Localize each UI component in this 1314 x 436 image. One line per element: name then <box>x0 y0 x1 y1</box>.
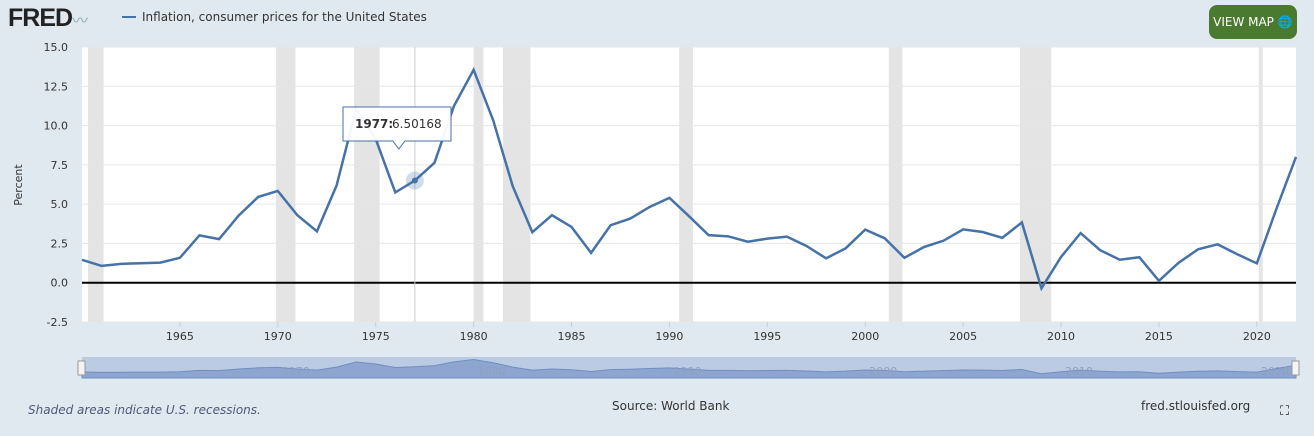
x-tick-label: 1965 <box>166 330 194 343</box>
x-tick-label: 1980 <box>460 330 488 343</box>
x-tick-label: 2000 <box>851 330 879 343</box>
series-legend[interactable]: Inflation, consumer prices for the Unite… <box>122 10 427 24</box>
recession-note: Shaded areas indicate U.S. recessions. <box>28 403 261 417</box>
navigator-tick-label: 1990 <box>673 365 701 378</box>
navigator-tick-label: 2020 <box>1261 365 1289 378</box>
y-tick-label: 15.0 <box>44 41 69 54</box>
navigator-handle[interactable] <box>1291 360 1300 376</box>
chart-logo-icon: 〰 <box>72 13 88 30</box>
x-tick-label: 1985 <box>558 330 586 343</box>
x-tick-label: 1975 <box>362 330 390 343</box>
navigator-handle[interactable] <box>77 360 86 376</box>
y-tick-label: 2.5 <box>51 237 69 250</box>
y-tick-label: 0.0 <box>51 277 69 290</box>
recession-band <box>888 47 903 322</box>
y-tick-label: 7.5 <box>51 159 69 172</box>
fred-logo[interactable]: FRED〰 <box>8 4 88 33</box>
y-tick-label: -2.5 <box>47 316 68 329</box>
x-tick-label: 2005 <box>949 330 977 343</box>
x-tick-label: 2015 <box>1145 330 1173 343</box>
x-tick-label: 2010 <box>1047 330 1075 343</box>
navigator-series <box>81 358 1297 379</box>
navigator-tick-label: 1970 <box>282 365 310 378</box>
recession-band <box>502 47 531 322</box>
recession-band <box>1258 47 1263 322</box>
navigator-tick-label: 2000 <box>869 365 897 378</box>
navigator-tick-label: 1980 <box>478 365 506 378</box>
view-map-button[interactable]: VIEW MAP 🌐 <box>1209 5 1297 39</box>
legend-swatch <box>122 16 136 18</box>
fullscreen-icon[interactable]: ⛶ <box>1280 404 1290 419</box>
y-tick-label: 5.0 <box>51 198 69 211</box>
site-link[interactable]: fred.stlouisfed.org <box>1141 399 1251 413</box>
globe-icon: 🌐 <box>1277 15 1293 29</box>
x-tick-label: 1990 <box>655 330 683 343</box>
series-line <box>81 66 1298 292</box>
legend-label: Inflation, consumer prices for the Unite… <box>142 10 427 24</box>
recession-band <box>354 47 380 322</box>
x-tick-label: 1970 <box>264 330 292 343</box>
x-tick-label: 2020 <box>1243 330 1271 343</box>
x-tick-label: 1995 <box>753 330 781 343</box>
logo-text: FRED <box>8 4 73 32</box>
tooltip-year: 1977: <box>355 117 393 131</box>
tooltip-value: 6.50168 <box>392 117 442 131</box>
source-text: Source: World Bank <box>612 399 730 413</box>
hover-point <box>411 177 418 184</box>
recession-band <box>87 47 104 322</box>
recession-band <box>679 47 693 322</box>
recession-band <box>1019 47 1052 322</box>
tooltip-box <box>342 106 452 150</box>
y-axis-label: Percent <box>12 164 25 206</box>
navigator-tick-label: 2010 <box>1065 365 1093 378</box>
recession-band <box>275 47 296 322</box>
y-tick-label: 10.0 <box>44 120 69 133</box>
y-tick-label: 12.5 <box>44 80 69 93</box>
recession-band <box>473 47 484 322</box>
view-map-label: VIEW MAP <box>1213 15 1274 29</box>
